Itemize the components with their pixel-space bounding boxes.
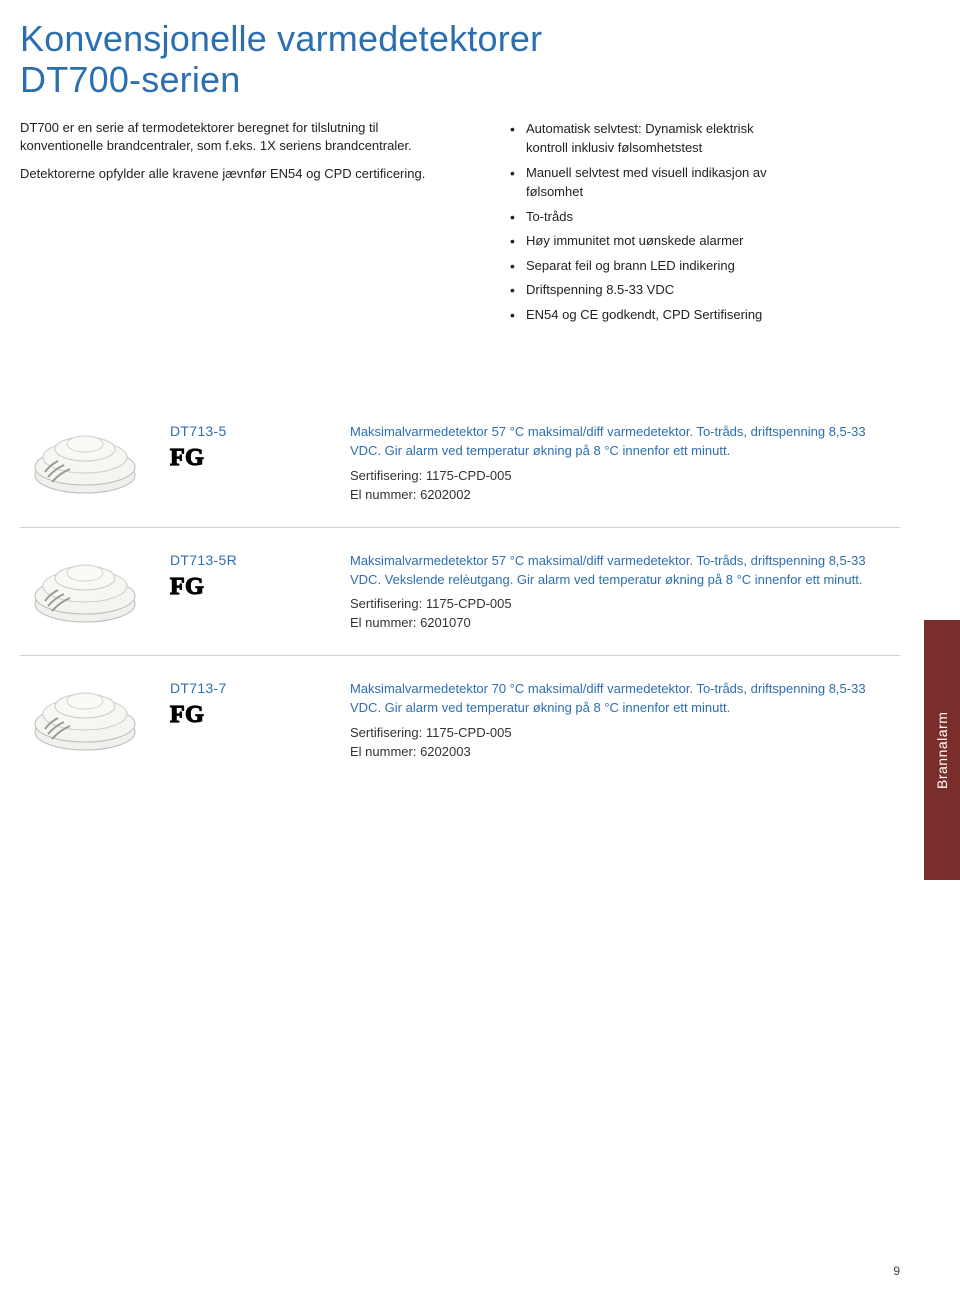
product-row: DT713-5R FG Maksimalvarmedetektor 57 °C … xyxy=(20,527,900,655)
feature-item: EN54 og CE godkendt, CPD Sertifisering xyxy=(510,305,790,325)
intro-p1: DT700 er en serie af termodetektorer ber… xyxy=(20,119,450,155)
product-image-col xyxy=(20,674,150,754)
product-elnum: El nummer: 6201070 xyxy=(350,614,900,633)
intro-text: DT700 er en serie af termodetektorer ber… xyxy=(20,119,450,330)
detector-icon xyxy=(30,417,140,497)
product-desc-col: Maksimalvarmedetektor 70 °C maksimal/dif… xyxy=(350,674,900,761)
product-elnum: El nummer: 6202003 xyxy=(350,743,900,762)
product-desc-col: Maksimalvarmedetektor 57 °C maksimal/dif… xyxy=(350,546,900,633)
product-elnum: El nummer: 6202002 xyxy=(350,486,900,505)
intro-row: DT700 er en serie af termodetektorer ber… xyxy=(20,119,900,330)
feature-item: Høy immunitet mot uønskede alarmer xyxy=(510,231,790,251)
fg-badge-icon: FG xyxy=(170,702,330,729)
fg-badge-icon: FG xyxy=(170,445,330,472)
title-line2: DT700-serien xyxy=(20,59,241,100)
product-cert: Sertifisering: 1175-CPD-005 xyxy=(350,724,900,743)
product-code: DT713-5R xyxy=(170,552,330,568)
feature-item: Automatisk selvtest: Dynamisk elektrisk … xyxy=(510,119,790,158)
detector-icon xyxy=(30,546,140,626)
product-code-col: DT713-5R FG xyxy=(170,546,330,601)
intro-p2: Detektorerne opfylder alle kravene jævnf… xyxy=(20,165,450,183)
product-code: DT713-7 xyxy=(170,680,330,696)
feature-item: To-tråds xyxy=(510,207,790,227)
product-code: DT713-5 xyxy=(170,423,330,439)
product-desc: Maksimalvarmedetektor 57 °C maksimal/dif… xyxy=(350,423,900,461)
feature-item: Manuell selvtest med visuell indikasjon … xyxy=(510,163,790,202)
product-image-col xyxy=(20,546,150,626)
product-desc-col: Maksimalvarmedetektor 57 °C maksimal/dif… xyxy=(350,417,900,504)
page-number: 9 xyxy=(893,1264,900,1278)
section-tab: Brannalarm xyxy=(924,620,960,880)
feature-item: Separat feil og brann LED indikering xyxy=(510,256,790,276)
title-line1: Konvensjonelle varmedetektorer xyxy=(20,18,542,59)
product-row: DT713-5 FG Maksimalvarmedetektor 57 °C m… xyxy=(20,399,900,526)
product-cert: Sertifisering: 1175-CPD-005 xyxy=(350,595,900,614)
fg-badge-icon: FG xyxy=(170,574,330,601)
page-title: Konvensjonelle varmedetektorer DT700-ser… xyxy=(20,18,900,101)
feature-list: Automatisk selvtest: Dynamisk elektrisk … xyxy=(510,119,790,330)
detector-icon xyxy=(30,674,140,754)
product-code-col: DT713-5 FG xyxy=(170,417,330,472)
product-cert: Sertifisering: 1175-CPD-005 xyxy=(350,467,900,486)
product-image-col xyxy=(20,417,150,497)
product-desc: Maksimalvarmedetektor 70 °C maksimal/dif… xyxy=(350,680,900,718)
feature-item: Driftspenning 8.5-33 VDC xyxy=(510,280,790,300)
product-code-col: DT713-7 FG xyxy=(170,674,330,729)
product-row: DT713-7 FG Maksimalvarmedetektor 70 °C m… xyxy=(20,655,900,783)
product-desc: Maksimalvarmedetektor 57 °C maksimal/dif… xyxy=(350,552,900,590)
